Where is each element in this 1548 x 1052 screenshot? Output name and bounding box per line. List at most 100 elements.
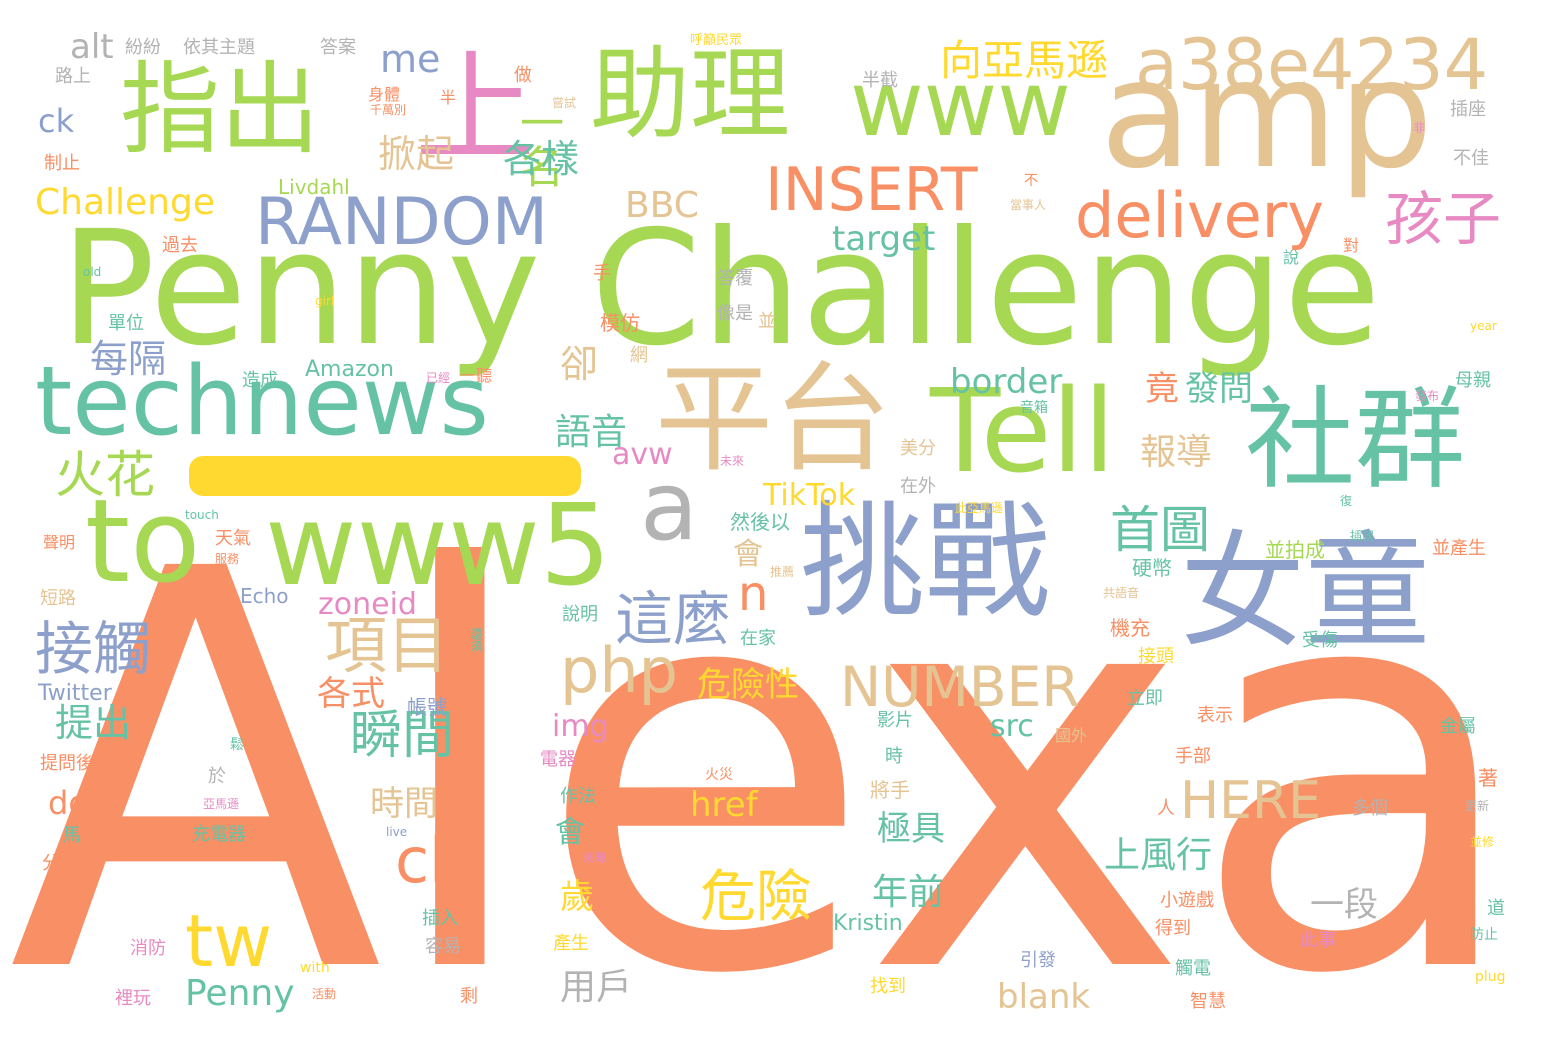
word: 容易 (425, 936, 461, 957)
word: 挑戰 (800, 490, 1050, 635)
word: 身體 (368, 85, 401, 104)
word: www (850, 52, 1071, 157)
word: a (640, 452, 699, 562)
word: to (85, 475, 201, 609)
word: 千萬別 (370, 103, 407, 117)
word: 在家 (740, 628, 776, 649)
word: 一名 (512, 100, 563, 188)
word: 插入 (422, 908, 458, 929)
word: 分享 (42, 853, 78, 874)
word: 會 (555, 815, 585, 850)
word: 語音 (555, 412, 628, 453)
word: 提問後竟 (40, 753, 112, 774)
word: 上風行 (1104, 835, 1213, 876)
word: 一段 (1310, 885, 1378, 925)
word: 半 (440, 88, 457, 107)
word: 影片 (877, 710, 913, 731)
word: 首圖 (1110, 501, 1210, 559)
word: touch (185, 508, 219, 522)
word: 電器 (540, 749, 576, 770)
word: 指出 (120, 51, 320, 168)
dash-mark (189, 456, 581, 496)
word: php (560, 634, 679, 707)
word: 並拍成 (1265, 538, 1325, 562)
word: 聲明 (43, 533, 76, 552)
word: 此亞馬遜 (955, 501, 1004, 515)
word: 作法 (560, 786, 596, 807)
word: 火花 (55, 446, 155, 504)
word: 人 (1157, 798, 1175, 819)
word: 服務 (215, 552, 240, 566)
word: BBC (625, 185, 699, 226)
word: 半截 (862, 70, 898, 91)
word: 路上 (55, 66, 91, 87)
word: 一聽 (460, 366, 493, 385)
word: 硬幣 (1132, 556, 1172, 580)
word: 手 (593, 263, 611, 284)
word: 裡玩 (115, 988, 151, 1009)
word: 發布 (1415, 389, 1440, 403)
word: 掀起 (378, 132, 455, 176)
word: 插座 (1450, 99, 1486, 120)
word: 時 (885, 746, 903, 767)
word: 答覆 (717, 268, 753, 289)
word: 小遊戲 (1160, 890, 1214, 911)
word: 更新 (1465, 799, 1490, 813)
word: 助理 (590, 36, 790, 153)
word: 說 (1283, 248, 1300, 267)
word: 受傷 (1302, 630, 1338, 651)
word: 向亞馬遜 (940, 36, 1109, 85)
word: 插誤 (1350, 529, 1375, 543)
word: INSERT (765, 155, 978, 225)
word: 社群 (1245, 376, 1465, 504)
word: 立即 (1127, 688, 1163, 709)
word: 平台 (655, 350, 892, 488)
word: 非 (1413, 121, 1426, 135)
word: 每隔 (90, 337, 167, 381)
word: 答案 (320, 37, 356, 58)
word: 著 (1478, 766, 1498, 790)
word: 復 (1340, 494, 1353, 508)
word: 來源 (582, 851, 607, 865)
word: RANDOM (255, 185, 548, 260)
word: 不 (1024, 173, 1038, 189)
word: 卻 (560, 342, 599, 386)
word: 美分 (900, 438, 936, 459)
word: avw (612, 437, 673, 472)
word: 得到 (1155, 918, 1191, 939)
word: 多個 (1352, 798, 1388, 819)
word: Amazon (305, 357, 394, 382)
word: 在外 (900, 476, 936, 497)
word: 智慧 (1190, 991, 1226, 1012)
word: 瞬間 (350, 706, 455, 766)
word: 接頭 (1138, 646, 1174, 667)
word: 各樣 (503, 137, 580, 181)
word: 上 (415, 40, 535, 179)
word: 並產生 (1432, 538, 1486, 559)
word: 報導 (1140, 432, 1213, 473)
word: old (83, 265, 102, 279)
word: 未來 (720, 454, 745, 468)
word: 單位 (108, 313, 144, 334)
word: 天氣 (215, 528, 251, 549)
word: 推薦 (770, 565, 795, 579)
word: 手部 (1175, 746, 1211, 767)
word: TikTok (763, 478, 856, 513)
word: 亞馬遜 (203, 797, 240, 811)
word: 帳號 (407, 695, 447, 719)
word: 機充 (1110, 616, 1150, 640)
word: delivery (1075, 179, 1324, 252)
word: cb (395, 824, 469, 897)
word: Kristin (833, 911, 903, 936)
word: girl (315, 294, 335, 308)
word: 鬆 (230, 737, 244, 753)
word: 短路 (40, 588, 76, 609)
word: 危險 (700, 865, 812, 930)
word: ck (38, 102, 75, 140)
word: 並 (758, 311, 776, 332)
word: 馬 (63, 825, 81, 846)
word: Penny Challenge (60, 197, 1381, 381)
word: 引發 (1020, 950, 1056, 971)
word: target (832, 219, 936, 259)
